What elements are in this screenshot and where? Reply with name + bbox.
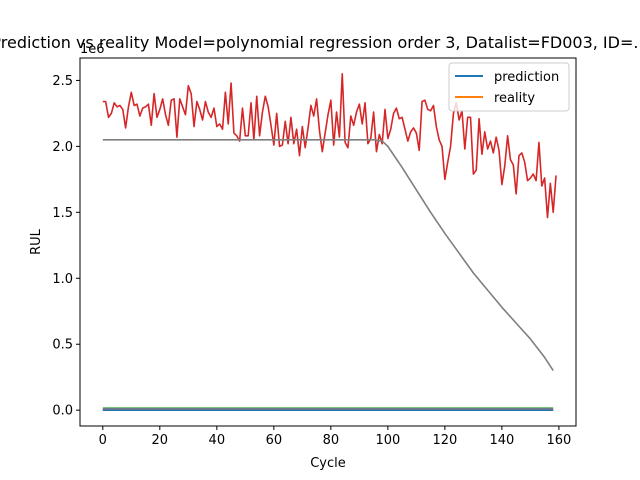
x-tick-label: 100 [375,433,400,448]
y-axis-title: RUL [29,228,44,255]
series-line-0 [102,73,557,219]
y-tick-label: 0.0 [52,404,73,419]
y-tick-label: 0.5 [52,338,73,353]
x-tick-label: 40 [209,433,226,448]
x-tick-label: 160 [546,433,571,448]
x-tick-label: 60 [266,433,283,448]
x-tick-label: 120 [432,433,457,448]
x-axis-title: Cycle [310,456,346,471]
x-tick-label: 80 [323,433,340,448]
y-tick-label: 1.0 [52,272,73,287]
legend: prediction reality [448,62,570,112]
y-tick-label: 1.5 [52,206,73,221]
y-tick-label: 2.0 [52,140,73,155]
chart-title: Prediction vs reality Model=polynomial r… [0,33,640,52]
legend-label-prediction: prediction [494,70,559,85]
x-tick-label: 20 [152,433,169,448]
legend-label-reality: reality [494,91,535,106]
y-offset-text: 1e6 [80,42,105,57]
y-tick-label: 2.5 [52,74,73,89]
plot-frame [79,57,577,427]
x-tick-label: 0 [99,433,107,448]
series-line-1 [102,138,554,372]
x-tick-label: 140 [489,433,514,448]
